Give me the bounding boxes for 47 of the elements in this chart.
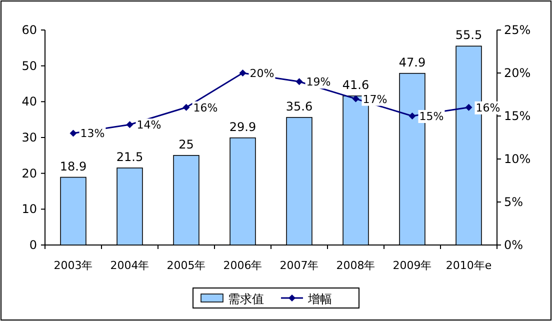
point [296,78,303,86]
x-tick-label: 2008年 [336,259,376,272]
point [182,104,190,111]
y-tick-label: 10 [22,202,37,216]
data-label: 17% [362,92,388,106]
y-tick-label: 0 [29,238,37,252]
data-label: 25 [178,137,194,152]
y2-tick-label: 0% [504,238,524,252]
y2-tick-label: 5% [504,195,524,209]
data-label: 20% [250,67,274,80]
point [239,70,246,76]
data-label: 55.5 [455,28,482,42]
y2-tick-label: 25% [504,23,531,37]
x-tick-label: 2005年 [166,259,206,272]
data-label: 18.9 [60,159,87,174]
data-label: 41.6 [342,78,370,92]
data-label: 21.5 [116,150,144,164]
x-tick-label: 2007年 [280,259,319,272]
data-label: 14% [136,118,162,132]
x-tick-label: 2003年 [54,259,93,272]
point [465,104,472,111]
x-tick-label: 2009年 [392,259,432,272]
legend-label: 增幅 [307,292,332,306]
y2-tick-label: 15% [504,109,531,123]
data-label: 29.9 [229,120,256,134]
data-label: 16% [193,101,218,114]
y-tick-label: 20 [22,166,37,180]
data-label: 15% [419,110,444,123]
x-tick-label: 2004年 [110,259,150,272]
y2-tick-label: 20% [504,66,531,80]
data-label: 16% [476,101,500,114]
data-label: 13% [80,127,105,140]
y2-tick-label: 10% [504,152,531,166]
x-tick-label: 2006年 [223,259,262,272]
point [126,121,134,128]
point [408,112,416,120]
data-label: 35.6 [286,99,313,114]
x-tick-label: 2010年e [446,259,492,272]
y-tick-label: 30 [22,130,37,144]
point [352,95,360,102]
legend-label: 需求值 [228,292,264,306]
point [70,130,77,137]
data-label: 47.9 [398,55,426,70]
y-tick-label: 50 [22,58,37,73]
y-tick-label: 60 [22,23,37,37]
data-label: 19% [306,76,331,89]
y-tick-label: 40 [22,94,37,109]
